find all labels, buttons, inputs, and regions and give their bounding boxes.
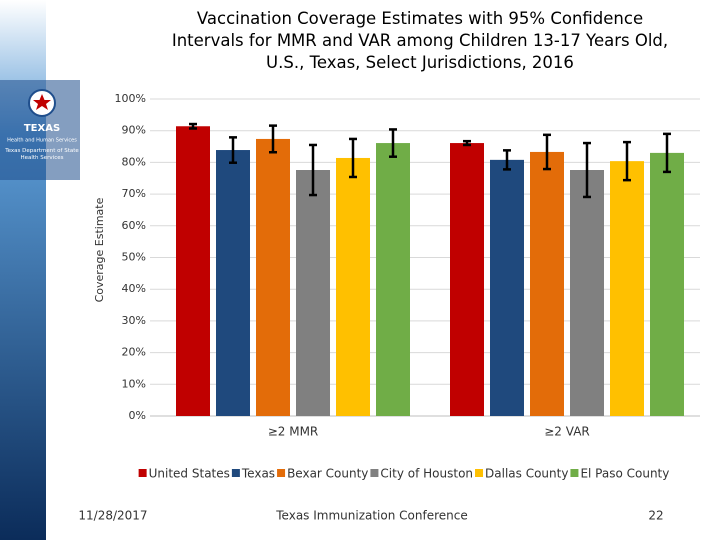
- bar: [650, 152, 684, 416]
- logo-department: Texas Department of State Health Service…: [5, 148, 79, 161]
- logo-name: TEXAS: [24, 123, 60, 134]
- legend-swatch: [475, 469, 484, 477]
- y-tick-label: 0%: [129, 409, 146, 422]
- y-tick-label: 70%: [122, 187, 146, 200]
- logo-agency: Health and Human Services: [7, 138, 77, 144]
- legend-swatch: [138, 469, 147, 477]
- y-tick-label: 40%: [122, 282, 146, 295]
- error-bar: [309, 143, 317, 197]
- legend-swatch: [370, 469, 379, 477]
- y-tick-label: 10%: [122, 377, 146, 390]
- bar: [450, 143, 484, 417]
- bar: [570, 170, 604, 416]
- y-tick-label: 20%: [122, 346, 146, 359]
- legend-label: United States: [149, 467, 230, 481]
- error-bar: [583, 141, 591, 199]
- bar: [530, 151, 564, 416]
- bar: [376, 143, 410, 417]
- y-tick-label: 80%: [122, 155, 146, 168]
- legend-swatch: [231, 469, 240, 477]
- y-tick-label: 90%: [122, 124, 146, 137]
- bar: [610, 161, 644, 416]
- error-bar: [623, 140, 631, 182]
- chart-title: Vaccination Coverage Estimates with 95% …: [171, 9, 669, 72]
- error-bar: [463, 139, 471, 147]
- error-bar: [229, 136, 237, 164]
- legend-label: City of Houston: [380, 467, 473, 481]
- legend-label: Dallas County: [485, 467, 568, 481]
- bar: [296, 170, 330, 416]
- bar: [336, 157, 370, 416]
- bar: [256, 138, 290, 416]
- footer-page: 22: [648, 509, 663, 523]
- y-tick-label: 100%: [115, 92, 146, 105]
- legend-swatch: [570, 469, 579, 477]
- x-tick-label: ≥2 MMR: [268, 425, 319, 439]
- x-tick-label: ≥2 VAR: [544, 425, 590, 439]
- footer-date: 11/28/2017: [78, 509, 147, 523]
- y-tick-label: 30%: [122, 314, 146, 327]
- bar: [216, 150, 250, 417]
- bar: [176, 126, 210, 417]
- logo: TEXAS Health and Human Services Texas De…: [0, 80, 80, 180]
- footer-event: Texas Immunization Conference: [275, 509, 467, 523]
- logo-department-box: Texas Department of State Health Service…: [5, 148, 79, 161]
- y-tick-label: 50%: [122, 251, 146, 264]
- legend-label: El Paso County: [580, 467, 669, 481]
- error-bar: [543, 133, 551, 171]
- legend-label: Bexar County: [287, 467, 368, 481]
- error-bar: [503, 149, 511, 171]
- error-bar: [269, 124, 277, 154]
- error-bar: [189, 122, 197, 130]
- logo-star: [33, 94, 51, 110]
- error-bar: [349, 137, 357, 179]
- error-bar: [389, 128, 397, 158]
- bar: [490, 159, 524, 416]
- y-axis-label: Coverage Estimate: [93, 197, 106, 302]
- legend-label: Texas: [241, 467, 275, 481]
- legend-swatch: [277, 469, 286, 477]
- y-tick-label: 60%: [122, 219, 146, 232]
- error-bar: [663, 132, 671, 174]
